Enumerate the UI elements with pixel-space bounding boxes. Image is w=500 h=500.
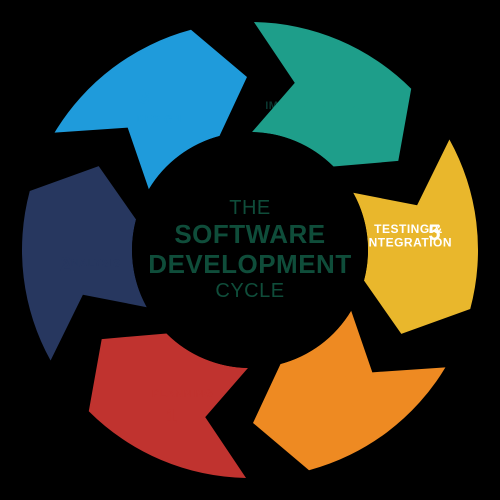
center-title: THE SOFTWARE DEVELOPMENT CYCLE xyxy=(148,197,351,303)
segment-3-label: DESIGN xyxy=(136,114,181,126)
segment-6-label: MAINTENANCE xyxy=(298,374,385,386)
center-title-line-2: SOFTWARE xyxy=(148,220,351,250)
segment-1-number: 1 xyxy=(166,406,177,428)
center-title-line-4: CYCLE xyxy=(148,280,351,303)
segment-5-label: TESTING &INTEGRATION xyxy=(365,222,452,250)
sdlc-cycle-diagram: 4IMPLEMENTATION5TESTING &INTEGRATION6MAI… xyxy=(0,0,500,500)
segment-1-label: PLANNING xyxy=(152,388,213,400)
center-title-line-3: DEVELOPMENT xyxy=(148,250,351,280)
center-title-line-1: THE xyxy=(148,197,351,220)
segment-4-number: 4 xyxy=(323,71,335,93)
segment-2-label: ANALYSIS xyxy=(62,257,121,269)
segment-3-number: 3 xyxy=(139,87,150,109)
segment-6-number: 6 xyxy=(350,390,361,412)
segment-4-label: IMPLEMENTATION xyxy=(265,100,369,112)
